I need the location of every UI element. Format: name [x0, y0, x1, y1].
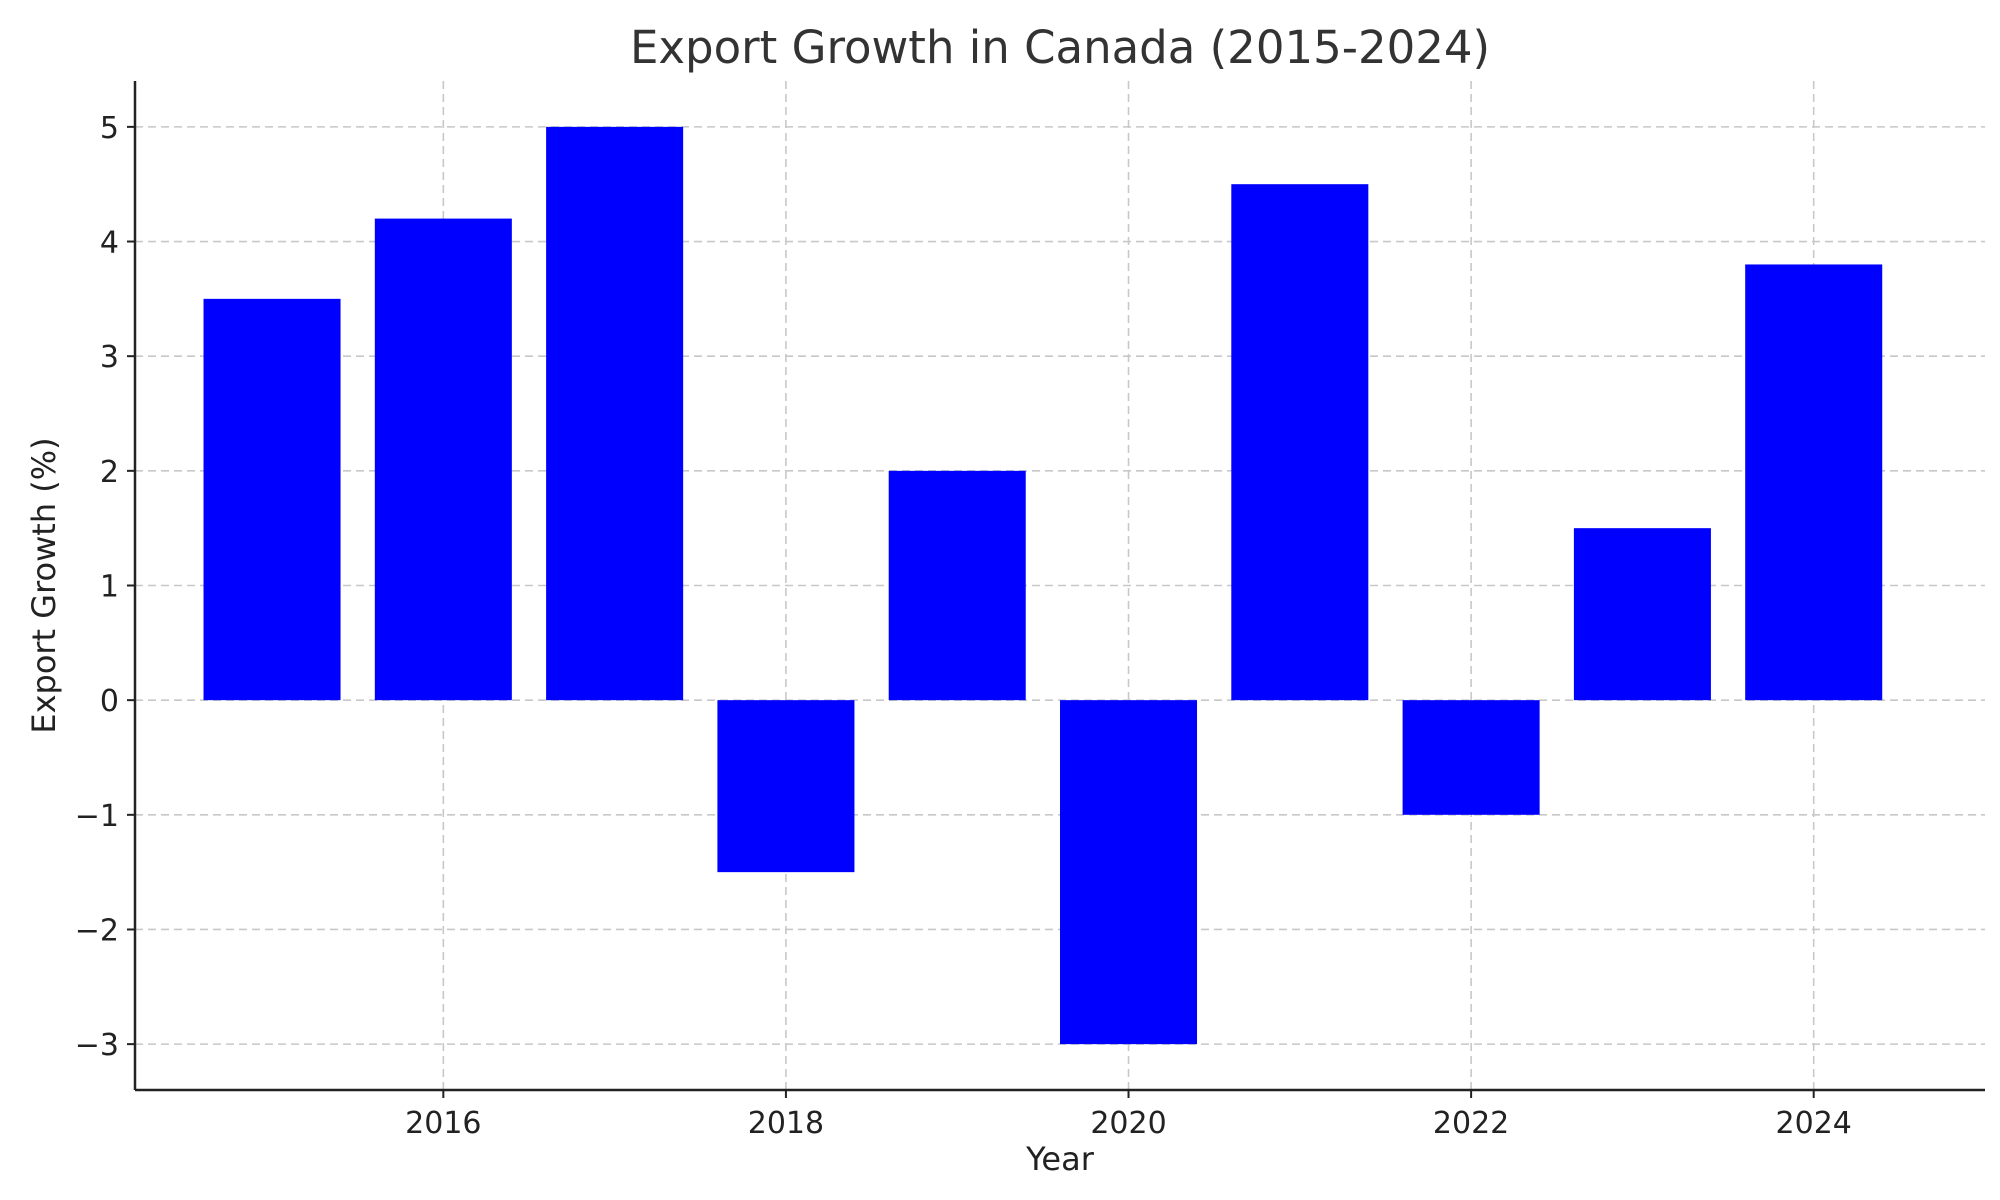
- bar-layer: [203, 126, 1883, 1045]
- y-tick-label: −2: [75, 913, 119, 948]
- y-tick-label: 2: [100, 455, 119, 490]
- bar-2022: [1402, 700, 1540, 815]
- y-tick-label: −1: [75, 799, 119, 834]
- y-tick-label: −3: [75, 1028, 119, 1063]
- x-tick-label: 2016: [405, 1106, 481, 1141]
- x-tick-label: 2018: [748, 1106, 824, 1141]
- bar-2015: [203, 298, 341, 701]
- y-axis-title: Export Growth (%): [25, 437, 63, 733]
- chart-title: Export Growth in Canada (2015-2024): [630, 21, 1490, 74]
- tick-layer: −3 −2 −1 0 1 2 3 4 5 2016 2018 2020 2022 2024: [75, 111, 1852, 1141]
- bar-2020: [1060, 700, 1198, 1045]
- bar-2019: [888, 470, 1026, 701]
- bar-2023: [1573, 528, 1711, 701]
- x-tick-label: 2020: [1090, 1106, 1166, 1141]
- y-tick-label: 4: [100, 226, 119, 261]
- bar-2017: [546, 126, 684, 701]
- y-tick-label: 5: [100, 111, 119, 146]
- bar-2018: [717, 700, 855, 873]
- y-tick-label: 3: [100, 340, 119, 375]
- bar-2021: [1231, 184, 1369, 701]
- x-tick-label: 2022: [1433, 1106, 1509, 1141]
- x-axis-title: Year: [1025, 1140, 1095, 1178]
- x-tick-label: 2024: [1776, 1106, 1852, 1141]
- bar-2016: [374, 218, 512, 701]
- y-tick-label: 1: [100, 570, 119, 605]
- bar-2024: [1745, 264, 1883, 701]
- y-tick-label: 0: [100, 684, 119, 719]
